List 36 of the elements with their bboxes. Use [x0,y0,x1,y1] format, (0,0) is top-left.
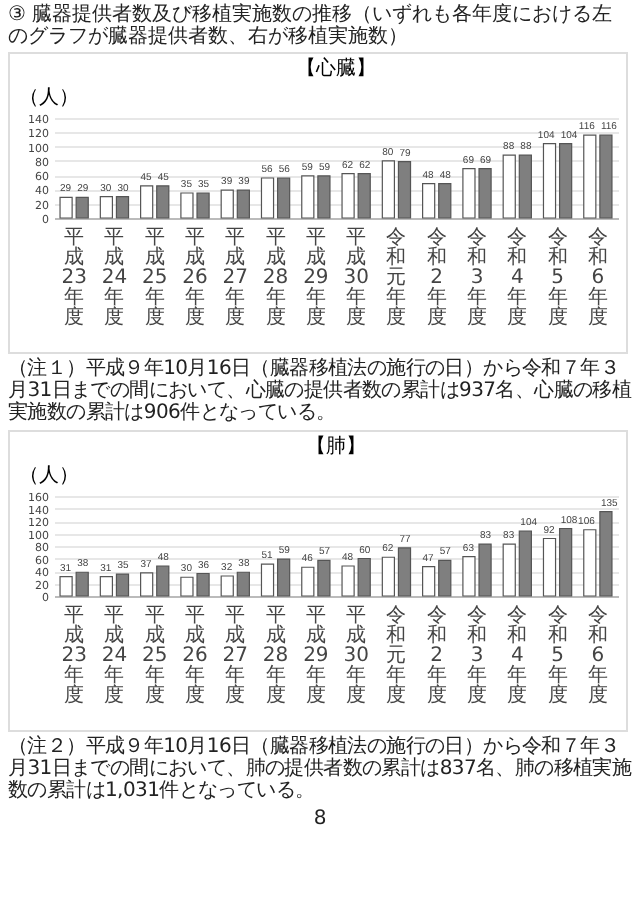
x-tick-label: 令和3年度 [467,225,487,329]
x-tick-label: 令和4年度 [507,603,528,707]
x-tick-label: 平成24年度 [101,605,128,707]
x-tick-label: 令和2年度 [426,225,447,329]
x-tick-label: 令和6年度 [587,603,608,707]
x-tick-label: 平成29年度 [303,605,329,707]
x-tick-label: 平成26年度 [182,227,208,329]
x-tick-label: 平成29年度 [303,227,329,329]
x-tick-label: 平成25年度 [141,227,168,329]
x-tick-label: 令和6年度 [587,225,608,329]
x-tick-label: 平成23年度 [61,605,87,707]
y-axis-title: （人） [19,87,79,109]
x-tick-label: 平成30年度 [343,605,369,707]
x-tick-label: 平成28年度 [262,605,289,707]
x-tick-label: 平成24年度 [101,227,128,329]
chart-title: 【肺】 [306,434,366,458]
text: 8 [311,808,329,830]
x-tick-label: 令和5年度 [547,225,568,329]
x-tick-label: 平成28年度 [262,227,289,329]
x-tick-label: 平成26年度 [182,605,208,707]
text: （注２）平成９年10月16日（臓器移植法の施行の日）から令和７年３月31日までの間において、肺の提供者数の累計は837名、肺の移植実施数の累計は1,031件となっている。 [8,736,632,802]
x-tick-label: 令和元年度 [386,225,407,329]
text: （注１）平成９年10月16日（臓器移植法の施行の日）から令和７年３月31日までの間において、心臓の提供者数の累計は937名、心臓の移植実施数の累計は906件となっている。 [8,358,632,424]
y-axis-title: （人） [19,465,79,487]
x-tick-label: 平成25年度 [141,605,168,707]
text: ③ 臓器提供者数及び移植実施数の推移（いずれも各年度における左のグラフが臓器提供者数、右が移植実施数） [8,4,615,48]
x-tick-label: 令和元年度 [386,603,407,707]
x-tick-label: 平成23年度 [61,227,87,329]
chart-title: 【心臓】 [296,56,376,80]
x-tick-label: 平成30年度 [343,227,369,329]
x-tick-label: 平成27年度 [222,605,249,707]
x-tick-label: 令和2年度 [426,603,447,707]
x-tick-label: 令和5年度 [547,603,568,707]
x-tick-label: 令和3年度 [467,603,487,707]
x-tick-label: 令和4年度 [507,225,528,329]
x-tick-label: 平成27年度 [222,227,249,329]
